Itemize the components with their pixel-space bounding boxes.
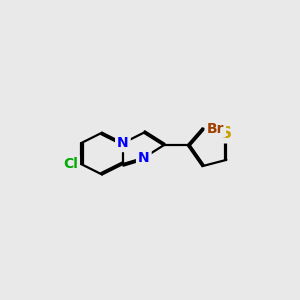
Text: N: N — [138, 151, 150, 165]
Text: S: S — [221, 126, 232, 141]
Text: Br: Br — [206, 122, 224, 136]
Text: N: N — [117, 136, 129, 150]
Text: Cl: Cl — [63, 157, 78, 171]
